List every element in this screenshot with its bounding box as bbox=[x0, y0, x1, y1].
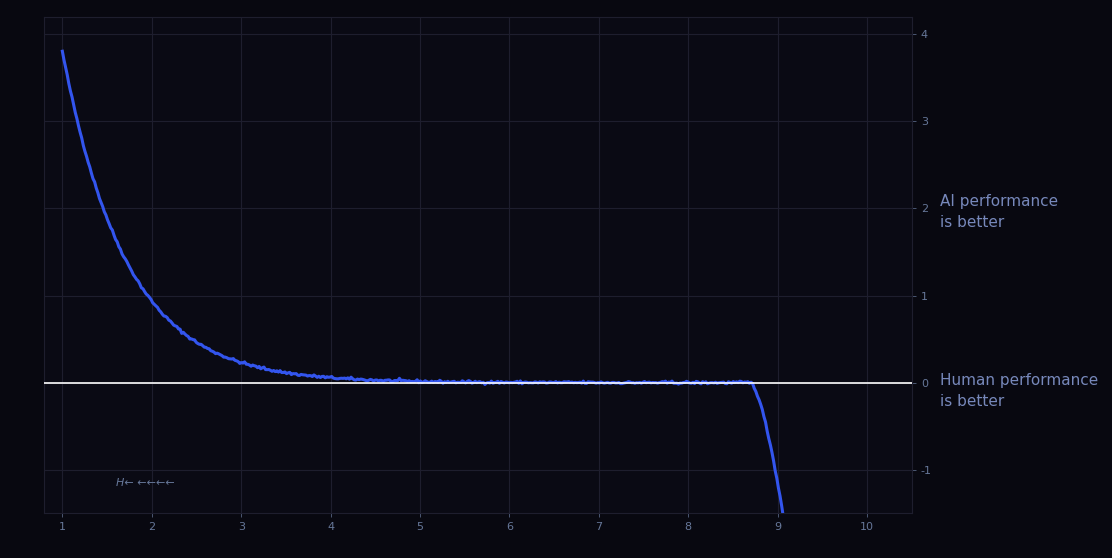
Text: H← ←←←←: H← ←←←← bbox=[116, 478, 175, 488]
Text: Human performance
is better: Human performance is better bbox=[940, 373, 1098, 408]
Text: AI performance
is better: AI performance is better bbox=[940, 194, 1058, 230]
